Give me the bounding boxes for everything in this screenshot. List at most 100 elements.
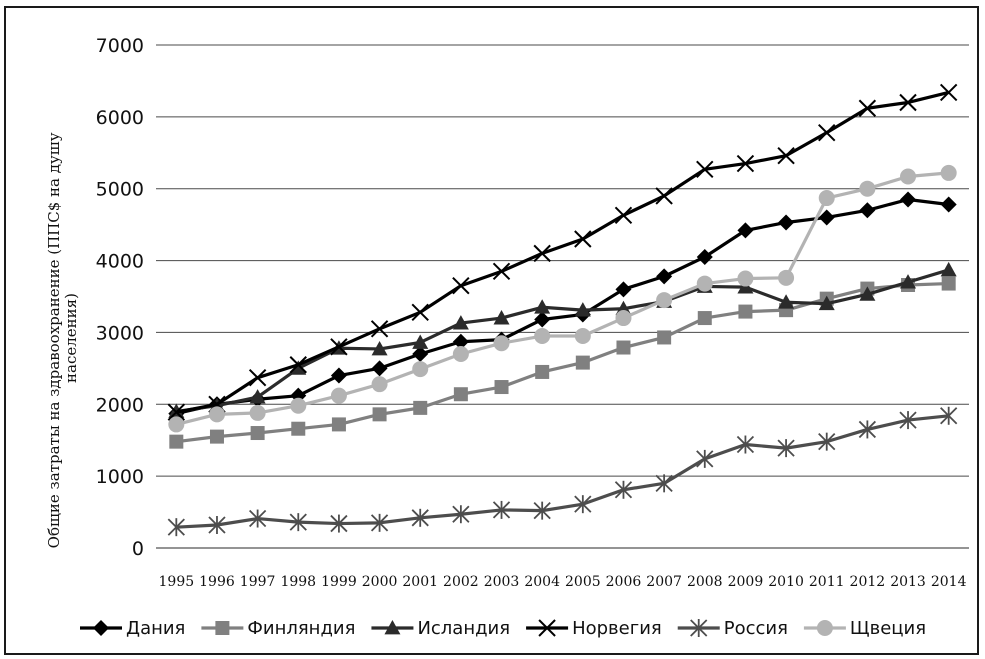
legend-item-1: Финляндия — [201, 618, 355, 639]
series-3-point — [899, 93, 917, 112]
x-tick-label: 2013 — [890, 574, 926, 590]
legend-item-5: Щвеция — [803, 618, 926, 639]
series-1-point — [209, 429, 224, 444]
series-4-point — [858, 420, 877, 439]
series-2-point — [900, 274, 917, 289]
series-0 — [168, 191, 957, 422]
legend: Дания Финляндия Исландия Норвегия Россия Щвец… — [80, 618, 926, 639]
series-2-point — [249, 389, 266, 404]
series-4-point — [167, 518, 185, 537]
y-axis-label-line-1: Общие затраты на здравоохранение (ППС$ н… — [45, 132, 63, 548]
series-3-point — [777, 146, 795, 165]
series-4-point — [777, 439, 795, 458]
legend-marker — [93, 620, 109, 636]
series-1-point — [453, 387, 468, 402]
x-tick-label: 2004 — [524, 574, 560, 590]
y-axis: 0 1000 2000 3000 4000 5000 6000 7000 — [96, 35, 144, 560]
series-5-point — [737, 270, 754, 287]
series-4-point — [289, 513, 307, 532]
series-3-point — [818, 123, 836, 142]
series-4-point — [655, 474, 673, 493]
series-4-point — [899, 411, 917, 430]
series-5-point — [493, 335, 510, 352]
chart-frame: 0 1000 2000 3000 4000 5000 6000 7000 1995 1996 19… — [4, 6, 979, 655]
series-4-point — [411, 508, 429, 527]
series-5-point — [900, 168, 917, 185]
x-tick-label: 2003 — [484, 574, 520, 590]
series-0-point — [534, 311, 551, 328]
series-5-point — [371, 376, 388, 393]
series-4-point — [533, 501, 551, 520]
series-0-point — [940, 196, 957, 213]
series-1-point — [575, 355, 590, 370]
series-4-point — [452, 505, 470, 524]
legend-label: Финляндия — [247, 618, 355, 639]
x-tick-label: 2005 — [565, 574, 601, 590]
x-tick-label: 2014 — [931, 574, 967, 590]
series-3-point — [696, 160, 714, 179]
series-2-point — [452, 315, 469, 330]
y-tick-label: 7000 — [96, 35, 144, 57]
series-1-point — [494, 380, 509, 395]
series-0-point — [778, 214, 795, 231]
series-0-line — [175, 197, 949, 416]
x-tick-label: 2010 — [768, 574, 804, 590]
x-tick-label: 2009 — [728, 574, 764, 590]
x-tick-label: 2002 — [443, 574, 479, 590]
series-2-point — [818, 295, 835, 311]
series-5-point — [818, 190, 835, 207]
y-tick-label: 5000 — [96, 179, 144, 201]
legend-label: Россия — [724, 618, 788, 639]
legend-item-2: Исландия — [371, 618, 510, 639]
legend-label: Исландия — [417, 618, 510, 639]
series-0-point — [900, 191, 917, 208]
series-4-point — [370, 513, 389, 532]
series-3-point — [492, 262, 511, 281]
series-5-point — [208, 406, 225, 423]
series-5-point — [290, 397, 307, 414]
series-2-line — [176, 268, 950, 414]
legend-marker — [538, 619, 556, 637]
series-2-point — [940, 261, 957, 277]
legend-label: Норвегия — [572, 618, 662, 639]
series-3-line — [176, 90, 950, 414]
x-tick-label: 1996 — [199, 574, 235, 590]
series-5-point — [778, 269, 795, 286]
series-0-point — [452, 333, 469, 350]
series-group — [167, 83, 958, 537]
series-1-point — [941, 276, 956, 291]
series-5-point — [452, 345, 469, 362]
series-1-point — [535, 364, 550, 379]
series-2-point — [859, 286, 876, 301]
series-1-point — [616, 340, 631, 355]
series-3-point — [655, 187, 673, 205]
series-3-point — [167, 403, 186, 421]
series-2-point — [493, 310, 510, 325]
series-1-point — [331, 417, 346, 432]
series-1-point — [250, 426, 265, 441]
x-tick-label: 1995 — [159, 574, 195, 590]
series-0-point — [737, 222, 754, 239]
series-1-point — [413, 400, 428, 415]
series-3-point — [289, 356, 307, 374]
legend-label: Щвеция — [850, 618, 926, 639]
series-2-point — [778, 294, 795, 309]
series-1-point — [738, 304, 753, 319]
series-5-point — [412, 361, 429, 378]
legend-label: Дания — [126, 618, 185, 639]
x-tick-label: 2007 — [646, 574, 682, 590]
series-3-point — [370, 320, 389, 338]
series-4-point — [614, 480, 633, 499]
series-3-point — [533, 244, 551, 263]
series-0-point — [371, 360, 388, 377]
series-1 — [169, 276, 956, 449]
y-tick-label: 3000 — [96, 322, 144, 344]
x-tick-label: 2008 — [687, 574, 723, 590]
x-tick-label: 2000 — [362, 574, 398, 590]
series-5-point — [940, 164, 957, 181]
series-5-point — [168, 416, 185, 433]
series-3-point — [248, 368, 267, 387]
series-0-point — [330, 367, 347, 384]
y-axis-label: Общие затраты на здравоохранение (ППС$ н… — [45, 128, 80, 549]
